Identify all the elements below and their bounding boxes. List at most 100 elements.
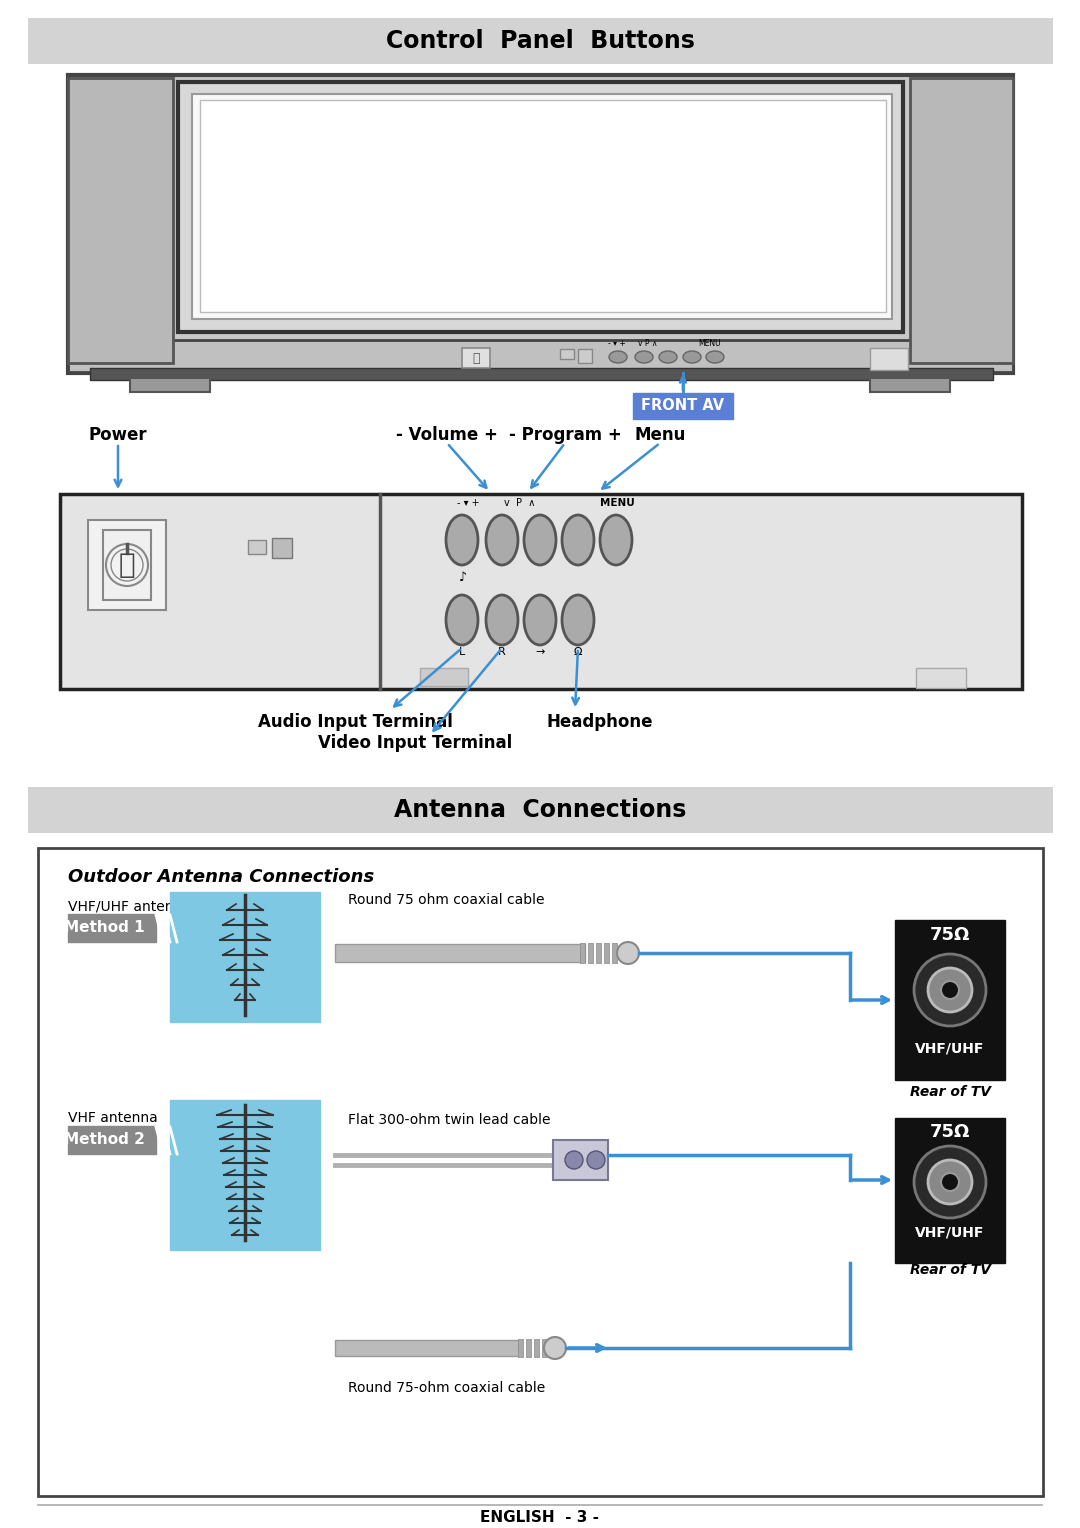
Bar	[910, 78, 1013, 364]
Text: Method 1: Method 1	[64, 920, 145, 935]
Text: Control  Panel  Buttons: Control Panel Buttons	[386, 29, 694, 53]
Ellipse shape	[635, 351, 653, 364]
Text: →: →	[536, 646, 544, 657]
Text: - ▾ +: - ▾ +	[457, 498, 480, 507]
Bar	[28, 787, 1053, 833]
Bar	[588, 943, 593, 963]
Bar	[68, 1126, 156, 1154]
Ellipse shape	[941, 1174, 959, 1190]
Bar	[561, 348, 573, 359]
Text: Video Input Terminal: Video Input Terminal	[318, 733, 512, 752]
Text: MENU: MENU	[599, 498, 634, 507]
Text: ♪: ♪	[459, 570, 467, 584]
Text: ⓨ: ⓨ	[472, 351, 480, 365]
Ellipse shape	[486, 515, 518, 565]
Ellipse shape	[617, 941, 639, 964]
Text: - Program +: - Program +	[509, 426, 621, 445]
Bar	[103, 530, 151, 601]
Ellipse shape	[562, 515, 594, 565]
Bar	[68, 75, 1013, 373]
Bar	[192, 95, 892, 319]
Bar	[578, 348, 592, 364]
Text: Audio Input Terminal: Audio Input Terminal	[257, 714, 453, 730]
Text: 75Ω: 75Ω	[930, 926, 970, 944]
Ellipse shape	[928, 1160, 972, 1204]
Bar	[870, 377, 950, 393]
Bar	[580, 943, 585, 963]
Text: v  P  ∧: v P ∧	[504, 498, 536, 507]
Ellipse shape	[659, 351, 677, 364]
Bar	[335, 944, 585, 963]
Ellipse shape	[928, 969, 972, 1012]
Bar	[60, 494, 1022, 689]
Text: FRONT AV: FRONT AV	[642, 399, 725, 414]
Ellipse shape	[446, 515, 478, 565]
Bar	[596, 943, 600, 963]
Text: Headphone: Headphone	[546, 714, 653, 730]
Bar	[68, 914, 156, 941]
Ellipse shape	[941, 981, 959, 999]
Bar	[462, 348, 490, 368]
Text: Antenna  Connections: Antenna Connections	[394, 798, 686, 822]
Ellipse shape	[524, 594, 556, 645]
Bar	[870, 348, 908, 370]
Ellipse shape	[544, 1337, 566, 1358]
Ellipse shape	[486, 594, 518, 645]
Bar	[420, 668, 468, 686]
Bar	[553, 1140, 608, 1180]
Text: Power: Power	[89, 426, 147, 445]
Bar	[248, 539, 266, 555]
Ellipse shape	[683, 351, 701, 364]
Ellipse shape	[106, 544, 148, 587]
Text: - Volume +: - Volume +	[396, 426, 498, 445]
Ellipse shape	[914, 1146, 986, 1218]
Bar	[534, 1339, 539, 1357]
Text: VHF antenna: VHF antenna	[68, 1111, 158, 1125]
Text: Method 2: Method 2	[64, 1132, 145, 1148]
Bar	[68, 78, 173, 364]
Ellipse shape	[609, 351, 627, 364]
Ellipse shape	[111, 549, 143, 581]
Bar	[87, 520, 166, 610]
Text: R: R	[498, 646, 505, 657]
Text: v P ∧: v P ∧	[638, 339, 658, 348]
Bar	[916, 668, 966, 688]
Text: ⏻: ⏻	[119, 552, 135, 579]
Text: MENU: MENU	[699, 339, 721, 348]
Text: Outdoor Antenna Connections: Outdoor Antenna Connections	[68, 868, 375, 886]
Bar	[28, 18, 1053, 64]
Bar	[612, 943, 617, 963]
Bar	[335, 1340, 519, 1355]
Text: Rear of TV: Rear of TV	[909, 1085, 990, 1099]
Text: Menu: Menu	[634, 426, 686, 445]
Bar	[170, 1100, 320, 1250]
Bar	[200, 99, 886, 312]
Ellipse shape	[914, 953, 986, 1025]
Text: Rear of TV: Rear of TV	[909, 1264, 990, 1277]
Bar	[526, 1339, 531, 1357]
Bar	[130, 377, 210, 393]
Ellipse shape	[706, 351, 724, 364]
Bar	[38, 848, 1043, 1496]
Text: VHF/UHF: VHF/UHF	[916, 1225, 985, 1239]
Bar	[68, 341, 1013, 371]
Text: L: L	[459, 646, 465, 657]
Text: Round 75-ohm coaxial cable: Round 75-ohm coaxial cable	[348, 1381, 545, 1395]
Text: VHF/UHF: VHF/UHF	[916, 1041, 985, 1054]
Text: Flat 300-ohm twin lead cable: Flat 300-ohm twin lead cable	[348, 1112, 551, 1128]
Ellipse shape	[524, 515, 556, 565]
Ellipse shape	[565, 1151, 583, 1169]
Text: ENGLISH  - 3 -: ENGLISH - 3 -	[481, 1511, 599, 1525]
Ellipse shape	[446, 594, 478, 645]
Bar	[542, 1339, 546, 1357]
Bar	[178, 83, 903, 332]
Text: - ▾ +: - ▾ +	[608, 339, 626, 348]
Bar	[518, 1339, 523, 1357]
Text: VHF/UHF antenna: VHF/UHF antenna	[68, 898, 191, 914]
Bar	[604, 943, 609, 963]
Ellipse shape	[588, 1151, 605, 1169]
Ellipse shape	[562, 594, 594, 645]
Text: 75Ω: 75Ω	[930, 1123, 970, 1141]
Bar	[272, 538, 292, 558]
Bar	[170, 892, 320, 1022]
